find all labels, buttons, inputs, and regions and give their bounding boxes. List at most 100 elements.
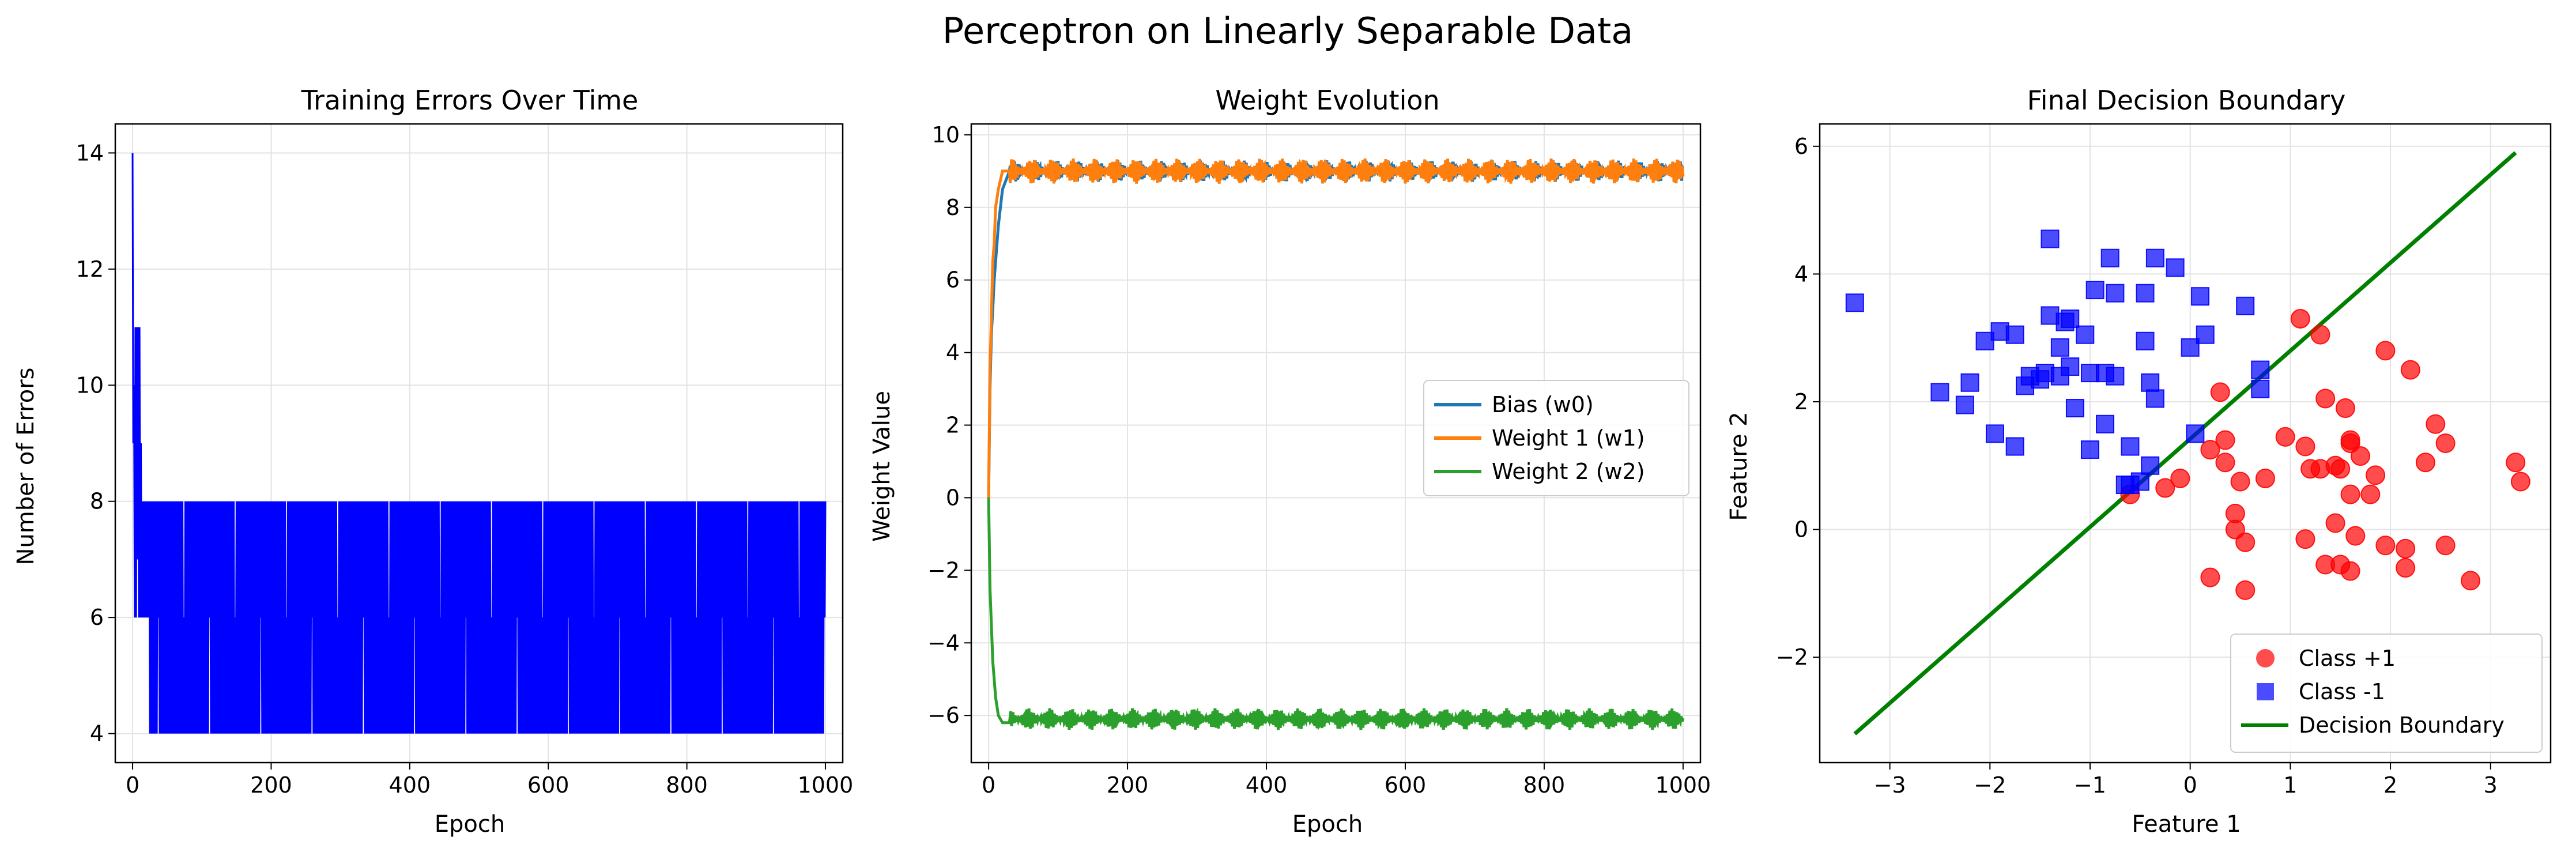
class-plus1-point bbox=[2345, 526, 2366, 546]
ticks: −3 −2 −1 0 1 2 3 −2 0 2 4 6 bbox=[1776, 134, 2498, 798]
class-minus1-point bbox=[2145, 389, 2164, 408]
class-minus1-point bbox=[2041, 306, 2060, 325]
decision-boundary-ylabel: Feature 2 bbox=[1726, 412, 1752, 521]
weight-evolution-ylabel: Weight Value bbox=[869, 391, 895, 542]
class-plus1-point bbox=[2375, 536, 2396, 556]
class-minus1-point bbox=[2080, 364, 2099, 383]
weight-evolution-xlabel: Epoch bbox=[1292, 811, 1363, 838]
class-plus1-point bbox=[2315, 389, 2336, 409]
x-tick-label: 1000 bbox=[798, 772, 854, 798]
training-errors-panel: Training Errors Over Time Epoch Number o… bbox=[13, 85, 853, 838]
class-plus1-point bbox=[2325, 455, 2345, 476]
legend-frame bbox=[1423, 380, 1689, 496]
y-tick-label: −6 bbox=[927, 703, 960, 728]
y-tick-label: 0 bbox=[1794, 517, 1808, 542]
x-tick-label: 0 bbox=[126, 772, 139, 798]
y-tick-label: −2 bbox=[927, 557, 960, 583]
x-tick-label: 800 bbox=[1523, 772, 1566, 798]
class-minus1-point bbox=[1845, 293, 1864, 312]
legend-label: Decision Boundary bbox=[2299, 712, 2505, 738]
plot-area bbox=[131, 153, 827, 734]
y-tick-label: 10 bbox=[932, 122, 960, 148]
class-minus1-point bbox=[1985, 424, 2004, 443]
training-errors-xlabel: Epoch bbox=[435, 811, 505, 838]
class-plus1-point bbox=[2396, 538, 2416, 559]
class-plus1-point bbox=[2506, 452, 2526, 473]
class-minus1-point bbox=[2251, 379, 2270, 398]
y-tick-label: 4 bbox=[90, 721, 104, 746]
class-minus1-point bbox=[2196, 325, 2215, 344]
x-tick-label: 200 bbox=[250, 772, 292, 798]
class-plus1-point bbox=[2396, 558, 2416, 578]
x-tick-label: 0 bbox=[982, 772, 995, 798]
y-tick-label: −4 bbox=[927, 630, 960, 655]
y-tick-label: 4 bbox=[946, 340, 960, 365]
y-tick-label: 0 bbox=[946, 485, 960, 510]
legend-marker-square bbox=[2257, 683, 2274, 700]
class-minus1-point bbox=[2031, 370, 2050, 389]
class-minus1-point bbox=[2136, 331, 2155, 350]
class-minus1-point bbox=[2050, 338, 2069, 357]
errors-series-line bbox=[131, 153, 827, 734]
legend-label: Class +1 bbox=[2299, 646, 2396, 671]
class-plus1-point bbox=[2340, 430, 2360, 450]
x-tick-label: 400 bbox=[389, 772, 431, 798]
axes-frame bbox=[970, 123, 1702, 764]
class-minus1-point bbox=[2016, 376, 2035, 395]
class-plus1-point bbox=[2366, 465, 2386, 485]
class-minus1-point bbox=[1930, 383, 1949, 402]
class-minus1-point bbox=[2191, 287, 2210, 306]
class-minus1-point bbox=[2005, 437, 2024, 456]
class-minus1-point bbox=[2251, 360, 2270, 379]
class-minus1-point bbox=[2080, 440, 2099, 459]
class-minus1-point bbox=[2100, 248, 2119, 267]
weight-evolution-panel: Weight Evolution Epoch Weight Value 0 200… bbox=[869, 85, 1711, 838]
class-minus1-point bbox=[2096, 414, 2115, 433]
x-tick-label: −1 bbox=[2074, 772, 2106, 798]
x-tick-label: 200 bbox=[1107, 772, 1149, 798]
class-plus1-point bbox=[2210, 382, 2230, 402]
class-minus1-point bbox=[2085, 281, 2104, 300]
class-plus1-point bbox=[2335, 398, 2355, 418]
class-minus1-point bbox=[2141, 456, 2160, 475]
class-minus1-point bbox=[2050, 367, 2069, 386]
class-minus1-points bbox=[1845, 229, 2270, 495]
x-tick-label: 0 bbox=[2183, 772, 2197, 798]
class-plus1-point bbox=[2310, 325, 2330, 345]
class-plus1-point bbox=[2340, 561, 2360, 581]
training-errors-title: Training Errors Over Time bbox=[301, 85, 639, 116]
legend-label: Weight 2 (w2) bbox=[1492, 459, 1645, 484]
class-minus1-point bbox=[2145, 248, 2164, 267]
class-plus1-point bbox=[2435, 433, 2456, 453]
class-minus1-point bbox=[1955, 395, 1974, 414]
class-minus1-point bbox=[1990, 322, 2009, 341]
x-tick-label: −2 bbox=[1974, 772, 2006, 798]
legend-label: Weight 1 (w1) bbox=[1492, 425, 1645, 451]
class-plus1-point bbox=[2375, 341, 2396, 361]
legend-frame bbox=[2230, 633, 2543, 753]
class-minus1-point bbox=[2166, 258, 2185, 277]
class-plus1-point bbox=[2215, 452, 2235, 473]
class-plus1-point bbox=[2295, 436, 2315, 457]
y-tick-label: 12 bbox=[76, 257, 104, 282]
class-minus1-point bbox=[2005, 325, 2024, 344]
y-tick-label: −2 bbox=[1776, 644, 1808, 670]
class-minus1-point bbox=[2186, 424, 2205, 443]
x-tick-label: 2 bbox=[2383, 772, 2397, 798]
x-tick-label: 1 bbox=[2283, 772, 2297, 798]
class-plus1-point bbox=[2235, 580, 2256, 600]
y-tick-label: 6 bbox=[1794, 134, 1808, 159]
class-plus1-point bbox=[2155, 478, 2175, 498]
x-tick-label: 800 bbox=[666, 772, 708, 798]
class-plus1-point bbox=[2510, 472, 2530, 492]
class-plus1-point bbox=[2215, 430, 2235, 450]
y-tick-label: 10 bbox=[76, 372, 104, 398]
weights-legend: Bias (w0) Weight 1 (w1) Weight 2 (w2) bbox=[1423, 380, 1689, 496]
decision-boundary-title: Final Decision Boundary bbox=[2027, 85, 2346, 116]
axes-frame bbox=[1819, 123, 2552, 764]
class-plus1-point bbox=[2461, 571, 2481, 591]
class-minus1-point bbox=[1960, 373, 1979, 392]
y-tick-label: 4 bbox=[1794, 261, 1808, 286]
x-tick-label: −3 bbox=[1874, 772, 1906, 798]
